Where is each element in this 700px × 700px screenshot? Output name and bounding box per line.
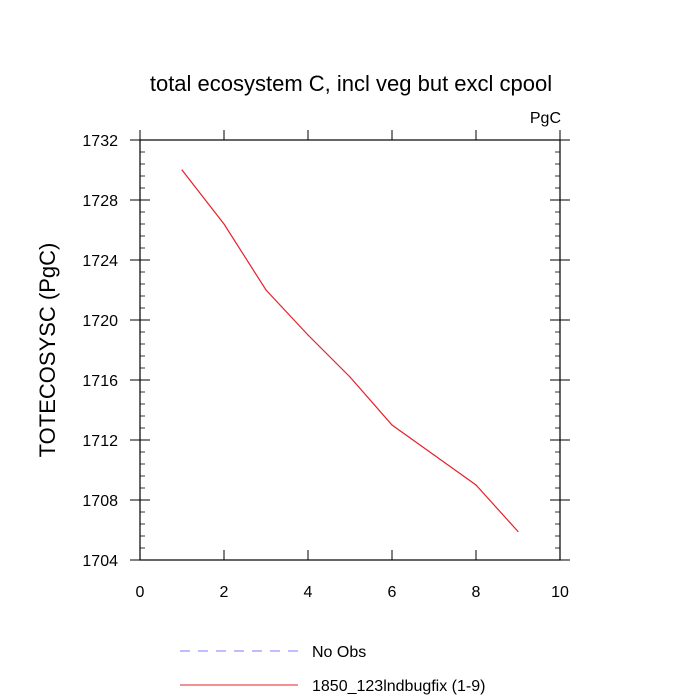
y-tick-label: 1712 (82, 433, 118, 450)
legend-label: 1850_123lndbugfix (1-9) (312, 678, 485, 695)
y-tick-label: 1724 (82, 253, 118, 270)
y-tick-label: 1720 (82, 313, 118, 330)
data-point (307, 334, 309, 336)
legend: No Obs 1850_123lndbugfix (1-9) (180, 644, 485, 695)
data-point (475, 484, 477, 486)
x-tick-label: 2 (220, 584, 229, 601)
y-axis-label: TOTECOSYSC (PgC) (35, 243, 60, 458)
major-ticks (130, 130, 570, 561)
y-tick-label: 1728 (82, 193, 118, 210)
data-point (349, 376, 351, 378)
minor-ticks (140, 139, 560, 561)
x-tick-label: 8 (472, 584, 481, 601)
y-tick-label: 1732 (82, 133, 118, 150)
x-tick-label: 6 (388, 584, 397, 601)
data-point (223, 223, 225, 225)
units-label: PgC (530, 110, 561, 127)
data-point (265, 289, 267, 291)
y-tick-label: 1704 (82, 553, 118, 570)
data-point (433, 454, 435, 456)
x-tick-label: 0 (136, 584, 145, 601)
data-point (391, 424, 393, 426)
series-layer (181, 169, 519, 533)
x-tick-labels: 0 2 4 6 8 10 (136, 584, 569, 601)
x-tick-label: 4 (304, 584, 313, 601)
data-point (181, 169, 183, 171)
y-tick-label: 1708 (82, 493, 118, 510)
y-tick-label: 1716 (82, 373, 118, 390)
x-tick-label: 10 (551, 584, 569, 601)
legend-label: No Obs (312, 644, 366, 661)
data-point (517, 530, 519, 533)
plot-frame (139, 139, 561, 561)
y-tick-labels: 1704 1708 1712 1716 1720 1724 1728 1732 (82, 133, 118, 570)
chart-title: total ecosystem C, incl veg but excl cpo… (150, 71, 552, 96)
series-line-1 (181, 169, 519, 532)
